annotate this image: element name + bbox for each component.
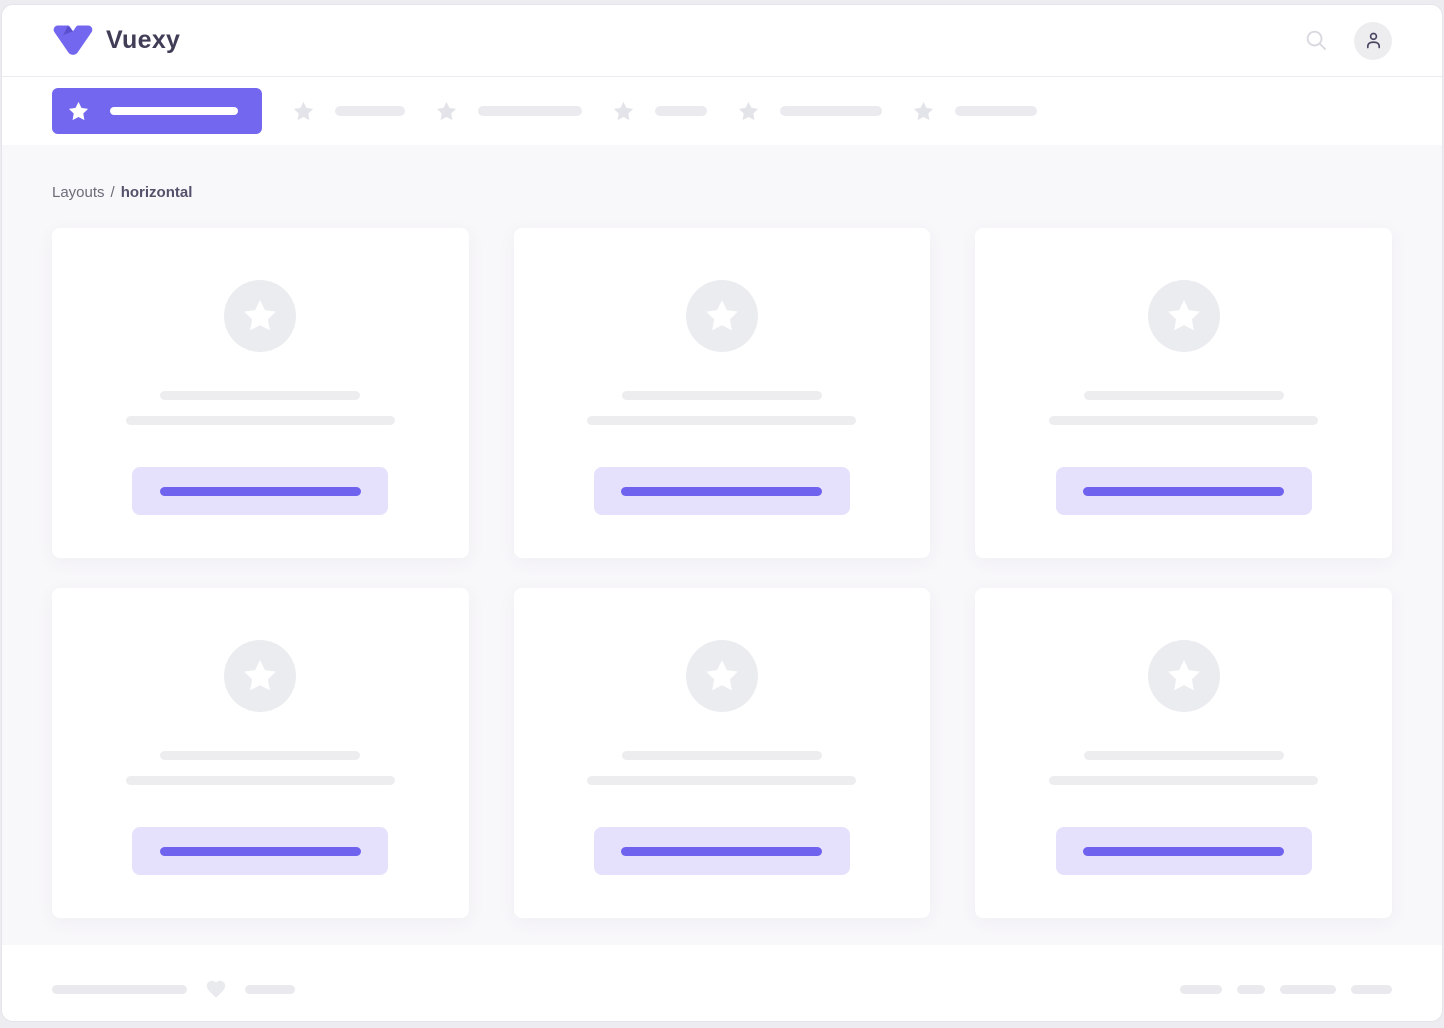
card-avatar-circle (685, 280, 758, 352)
footer-right (1180, 984, 1392, 994)
card-button-label-placeholder (159, 486, 361, 496)
nav-item[interactable] (912, 88, 1037, 134)
footer-link-placeholder (1280, 984, 1336, 994)
nav-item-label-placeholder (335, 106, 405, 116)
footer-left-bar-1 (52, 984, 187, 994)
breadcrumb-separator: / (110, 184, 115, 201)
brand[interactable]: Vuexy (52, 25, 180, 56)
navbar-items (52, 88, 1037, 134)
footer-link-placeholder (1180, 984, 1222, 994)
content-area: Layouts / horizontal (2, 145, 1442, 945)
card-avatar-circle (1147, 280, 1220, 352)
star-icon (1167, 660, 1200, 691)
card-avatar-circle (224, 280, 297, 352)
vuexy-logo-icon (53, 25, 93, 55)
nav-item-label-placeholder (955, 106, 1037, 116)
card-action-button[interactable] (132, 827, 389, 875)
card-avatar-circle (685, 640, 758, 712)
card-button-label-placeholder (621, 486, 823, 496)
star-icon (244, 660, 277, 691)
user-icon (1366, 32, 1380, 49)
card-line-1 (621, 391, 822, 400)
card-button-label-placeholder (1083, 846, 1285, 856)
star-icon (913, 101, 934, 120)
heart-icon (206, 980, 226, 998)
brand-name: Vuexy (106, 26, 181, 54)
star-icon (706, 300, 738, 331)
card-line-1 (160, 751, 361, 760)
card-line-1 (621, 751, 822, 760)
card-line-2 (587, 416, 857, 425)
nav-item-active[interactable] (52, 88, 262, 134)
nav-item-label-placeholder (110, 107, 238, 115)
nav-item-label-placeholder (780, 106, 882, 116)
app-window: Vuexy (1, 4, 1443, 1022)
nav-item[interactable] (435, 88, 582, 134)
breadcrumb: Layouts / horizontal (52, 183, 1392, 203)
demo-card (975, 588, 1392, 918)
card-line-2 (587, 776, 857, 785)
demo-card (52, 228, 469, 558)
nav-item[interactable] (292, 88, 405, 134)
card-action-button[interactable] (1055, 827, 1312, 875)
breadcrumb-current: horizontal (120, 184, 193, 201)
card-action-button[interactable] (593, 827, 850, 875)
star-icon (738, 101, 759, 120)
nav-item-label-placeholder (655, 106, 707, 116)
app-footer (2, 945, 1442, 1021)
card-action-button[interactable] (132, 467, 389, 515)
footer-left-bar-2 (245, 984, 295, 994)
card-button-label-placeholder (159, 846, 361, 856)
footer-left (52, 978, 295, 1000)
demo-card (513, 228, 931, 558)
horizontal-navbar (2, 77, 1442, 145)
card-action-button[interactable] (1055, 467, 1312, 515)
nav-item-label-placeholder (478, 106, 582, 116)
demo-card (52, 588, 469, 918)
nav-item[interactable] (612, 88, 707, 134)
star-icon (1167, 300, 1200, 331)
card-line-2 (125, 416, 395, 425)
footer-link-placeholder (1351, 984, 1392, 994)
user-avatar[interactable] (1354, 21, 1392, 60)
star-icon (613, 101, 634, 120)
search-icon[interactable] (1305, 29, 1328, 52)
star-icon (706, 660, 738, 691)
card-action-button[interactable] (593, 467, 850, 515)
card-line-1 (1083, 391, 1284, 400)
star-icon (436, 101, 457, 120)
card-button-label-placeholder (621, 846, 823, 856)
card-avatar-circle (1147, 640, 1220, 712)
cards-grid (52, 228, 1392, 918)
star-icon (244, 300, 277, 331)
card-avatar-circle (224, 640, 297, 712)
breadcrumb-section[interactable]: Layouts (52, 184, 105, 201)
nav-item[interactable] (737, 88, 882, 134)
header-actions (1305, 21, 1392, 60)
star-icon (68, 101, 89, 120)
card-line-2 (1049, 416, 1319, 425)
app-header: Vuexy (2, 5, 1442, 77)
card-line-2 (125, 776, 395, 785)
card-line-1 (160, 391, 361, 400)
demo-card (513, 588, 931, 918)
demo-card (975, 228, 1392, 558)
card-line-1 (1083, 751, 1284, 760)
card-button-label-placeholder (1083, 486, 1285, 496)
star-icon (293, 101, 314, 120)
card-line-2 (1049, 776, 1319, 785)
footer-link-placeholder (1237, 984, 1265, 994)
